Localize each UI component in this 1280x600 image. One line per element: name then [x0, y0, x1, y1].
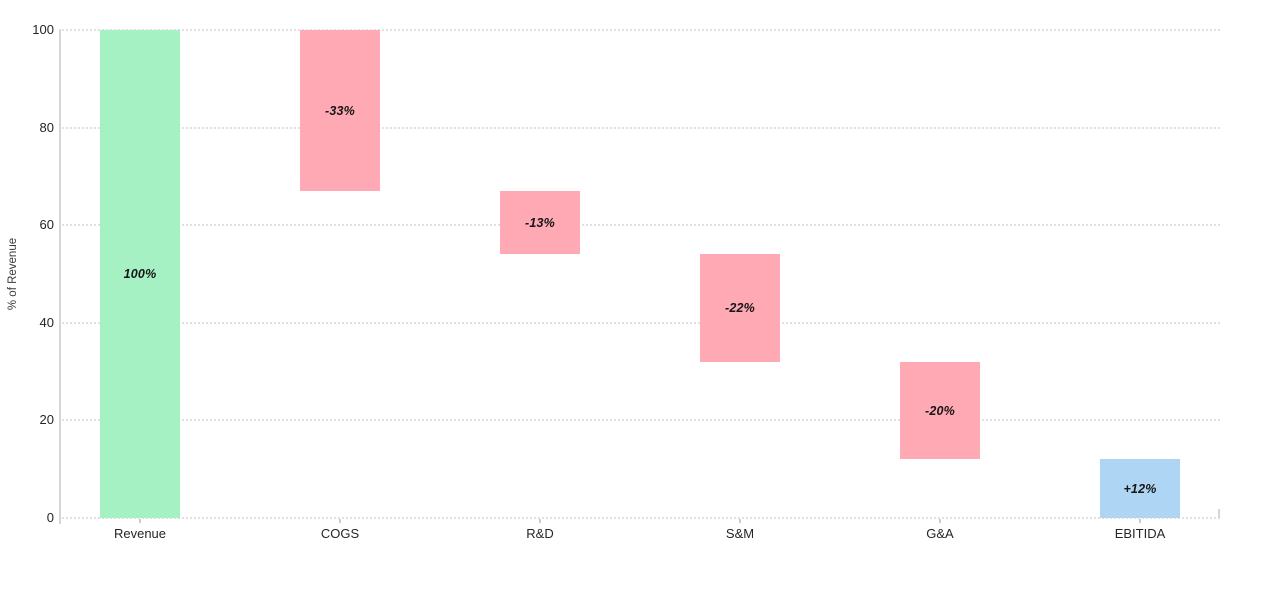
x-tick-mark-r-d: [539, 519, 541, 523]
y-tick-label-60: 60: [39, 217, 54, 233]
x-tick-label-g-a: G&A: [926, 526, 954, 541]
x-tick-mark-revenue: [139, 519, 141, 523]
bar-label-r-d: -13%: [525, 215, 555, 230]
gridline-40: [59, 321, 1220, 324]
x-tick-label-cogs: COGS: [320, 526, 360, 541]
bar-revenue: 100%: [100, 30, 180, 518]
bar-ebitida: +12%: [1100, 459, 1180, 518]
y-tick-label-100: 100: [32, 22, 54, 37]
x-tick-label-ebitida: EBITIDA: [1114, 526, 1166, 541]
gridline-80: [59, 126, 1220, 129]
bar-label-revenue: 100%: [123, 267, 157, 281]
gridline-60: [59, 224, 1220, 227]
bar-g-a: -20%: [900, 361, 980, 460]
x-tick-mark-ebitida: [1139, 519, 1141, 523]
bar-cogs: -33%: [300, 30, 380, 192]
gridline-20: [59, 419, 1220, 422]
bar-label-ebitida: +12%: [1123, 481, 1157, 496]
bar-label-cogs: -33%: [325, 103, 355, 118]
y-tick-label-80: 80: [39, 119, 54, 135]
x-axis-end-cap: [1218, 509, 1220, 518]
y-tick-label-0: 0: [46, 510, 54, 525]
bar-label-s-m: -22%: [725, 301, 755, 316]
x-tick-mark-s-m: [739, 519, 741, 523]
y-axis-title: % of Revenue: [7, 237, 19, 311]
gridline-100: [59, 29, 1220, 31]
x-tick-mark-cogs: [339, 519, 341, 523]
x-tick-label-s-m: S&M: [725, 526, 755, 541]
y-tick-label-40: 40: [39, 314, 54, 330]
bar-s-m: -22%: [700, 254, 780, 362]
bar-r-d: -13%: [500, 191, 580, 255]
y-axis-line: [59, 30, 61, 524]
x-tick-label-revenue: Revenue: [113, 526, 167, 541]
bar-label-g-a: -20%: [925, 403, 955, 418]
y-tick-label-20: 20: [39, 412, 54, 428]
x-tick-label-r-d: R&D: [526, 526, 554, 541]
x-tick-mark-g-a: [939, 519, 941, 523]
gridline-0: [59, 517, 1220, 519]
